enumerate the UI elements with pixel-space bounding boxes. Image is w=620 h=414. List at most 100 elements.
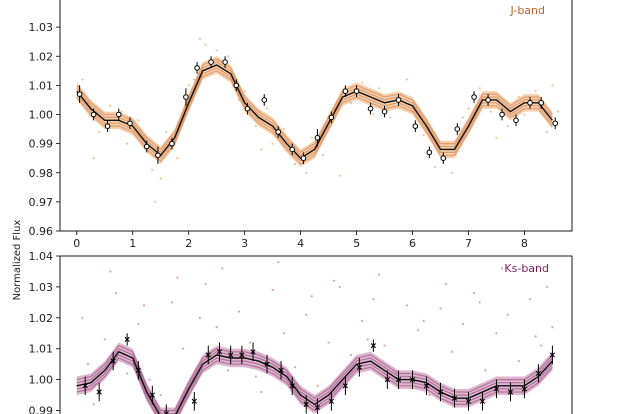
raw-point: [422, 133, 425, 136]
raw-point: [540, 344, 543, 347]
binned-point: [143, 143, 150, 150]
x-tick-label: 5: [353, 237, 360, 250]
binned-point: [76, 91, 83, 97]
raw-point: [528, 298, 532, 301]
binned-point: [244, 105, 251, 112]
raw-point: [142, 304, 146, 307]
binned-point: [367, 105, 374, 112]
jband-model-envelope: [76, 56, 553, 167]
raw-point: [148, 378, 151, 381]
raw-point: [523, 113, 526, 116]
raw-point: [417, 329, 420, 332]
raw-point: [271, 142, 274, 145]
binned-point: [412, 123, 419, 129]
binned-point: [314, 135, 321, 141]
raw-point: [109, 104, 112, 107]
model-sample-line: [76, 58, 553, 154]
raw-point: [271, 288, 274, 292]
raw-point: [170, 301, 174, 304]
raw-point: [327, 341, 330, 344]
raw-point: [293, 162, 297, 166]
binned-point: [538, 100, 545, 106]
y-tick-label: 0.97: [29, 196, 54, 209]
raw-point: [277, 261, 280, 264]
raw-point: [321, 154, 325, 157]
raw-point: [243, 90, 246, 93]
raw-point: [260, 148, 263, 151]
raw-point: [126, 142, 129, 145]
raw-point: [506, 125, 509, 128]
raw-point: [450, 350, 453, 353]
raw-point: [534, 335, 537, 338]
raw-point: [500, 267, 504, 270]
jband-label: J-band: [510, 4, 546, 17]
raw-point: [310, 136, 313, 139]
binned-point: [342, 88, 349, 94]
raw-point: [556, 110, 560, 113]
raw-point: [249, 341, 252, 344]
binned-point: [395, 97, 402, 103]
raw-point: [495, 136, 498, 139]
raw-point: [338, 174, 341, 177]
y-tick-label: 1.03: [29, 281, 54, 294]
ksband-model-line: [76, 350, 553, 414]
binned-point: [535, 370, 542, 377]
raw-point: [433, 165, 437, 169]
raw-point: [545, 130, 548, 134]
binned-point: [110, 358, 116, 364]
raw-point: [260, 390, 263, 394]
y-tick-label: 0.96: [29, 225, 54, 238]
binned-point: [493, 386, 500, 392]
raw-point: [182, 347, 185, 350]
raw-point: [198, 37, 201, 40]
y-tick-label: 0.98: [29, 167, 54, 180]
raw-point: [226, 369, 229, 372]
ksband-y-axis: 0.99 1.00 1.01 1.02 1.03 1.04: [29, 250, 60, 414]
binned-point: [264, 361, 270, 367]
raw-point: [282, 127, 285, 131]
binned-point: [228, 352, 234, 358]
raw-point: [81, 78, 84, 81]
raw-point: [120, 110, 123, 113]
raw-point: [137, 322, 140, 326]
binned-point: [194, 65, 200, 71]
binned-point: [275, 129, 282, 135]
raw-point: [316, 384, 319, 387]
raw-point: [226, 55, 229, 58]
binned-point: [552, 120, 559, 127]
binned-point: [342, 383, 348, 389]
jband-plot-frame: [59, 0, 573, 232]
raw-point: [428, 393, 431, 397]
binned-point: [356, 364, 362, 370]
binned-point: [124, 336, 130, 343]
raw-point: [551, 325, 554, 329]
binned-point: [127, 120, 133, 127]
binned-point: [239, 352, 245, 358]
raw-point: [377, 87, 381, 90]
binned-point: [549, 352, 556, 358]
binned-point: [289, 383, 295, 389]
raw-point: [215, 49, 218, 52]
binned-point: [115, 111, 122, 118]
binned-point: [370, 343, 376, 349]
raw-point: [109, 270, 112, 273]
raw-point: [176, 157, 179, 160]
binned-point: [278, 367, 284, 373]
binned-point: [426, 149, 433, 156]
raw-point: [159, 177, 162, 180]
ksband-plot-frame: [59, 255, 573, 414]
y-tick-label: 1.02: [29, 312, 54, 325]
raw-point: [450, 171, 453, 174]
raw-point: [215, 325, 218, 329]
binned-point: [289, 146, 296, 153]
raw-point: [444, 282, 448, 285]
model-sample-line: [76, 344, 553, 412]
y-axis-title: Normalized Flux: [12, 220, 23, 301]
model-sample-line: [76, 347, 553, 414]
raw-point: [422, 319, 425, 323]
raw-point: [405, 78, 409, 81]
binned-point: [465, 398, 472, 404]
jband-y-axis: 0.96 0.97 0.98 0.99 1.00 1.01 1.02 1.03: [29, 21, 60, 238]
raw-point: [254, 375, 257, 378]
y-tick-label: 0.99: [29, 138, 54, 151]
